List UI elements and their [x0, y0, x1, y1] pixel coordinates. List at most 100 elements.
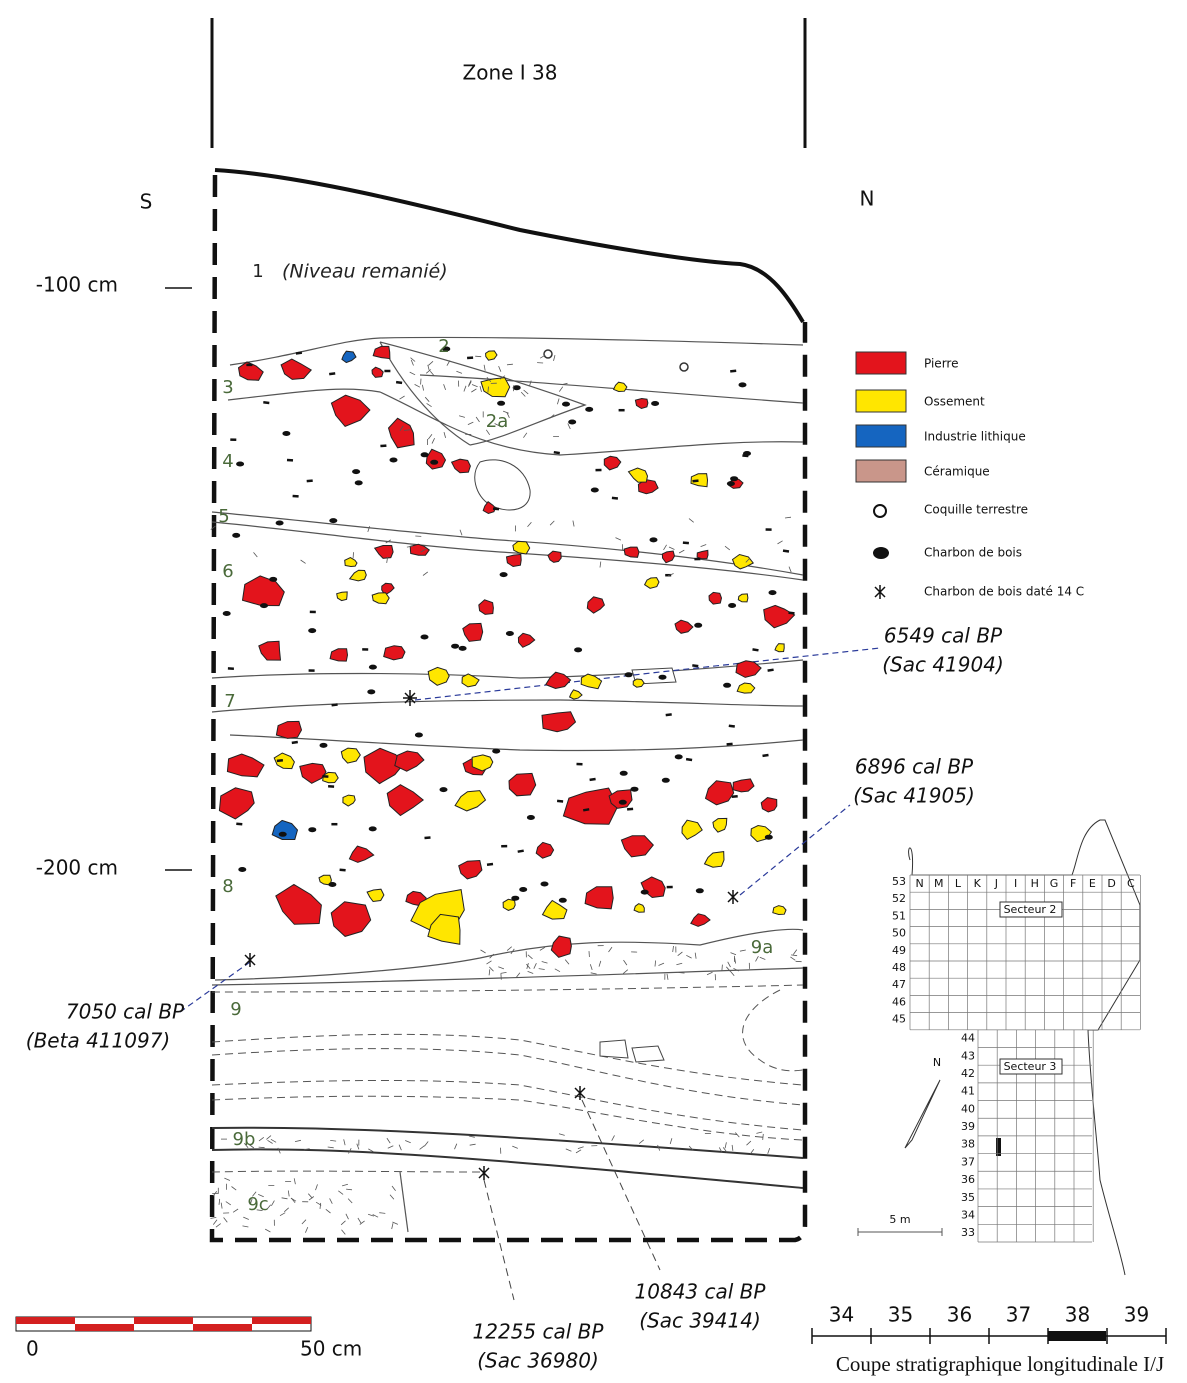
charcoal	[558, 897, 567, 903]
layer-boundary	[211, 1170, 481, 1173]
hatch	[724, 545, 731, 551]
stone	[275, 720, 303, 739]
legend-swatch	[855, 459, 907, 483]
scale-bar-segment	[252, 1317, 311, 1324]
charcoal	[331, 703, 338, 707]
stone	[237, 361, 264, 381]
hatch	[762, 1133, 764, 1140]
hatch	[527, 971, 534, 974]
hatch	[791, 954, 798, 957]
hatch	[405, 1140, 411, 1144]
hatch	[520, 391, 526, 397]
hatch	[300, 559, 306, 564]
charcoal	[585, 406, 594, 412]
charcoal	[723, 682, 732, 688]
charcoal	[442, 346, 451, 352]
map-row: 50	[892, 927, 906, 940]
charcoal	[630, 786, 639, 792]
charcoal	[618, 799, 627, 805]
hatch	[502, 410, 509, 414]
map-column: I	[1014, 877, 1017, 890]
hatch	[443, 431, 446, 439]
bone	[366, 888, 385, 903]
hatch	[523, 432, 528, 438]
charcoal	[767, 668, 774, 672]
legend-swatch	[855, 389, 907, 413]
bone	[541, 899, 568, 920]
hatch	[341, 1183, 349, 1187]
hatch	[265, 1228, 271, 1233]
hatch	[667, 573, 674, 577]
hatch	[218, 1198, 221, 1205]
hatch	[483, 364, 486, 371]
charcoal	[728, 603, 737, 608]
hatch	[468, 1135, 475, 1138]
charcoal	[692, 664, 699, 668]
charcoal	[451, 643, 460, 649]
hatch	[734, 1132, 740, 1138]
hatch	[346, 1188, 353, 1191]
map-row: 33	[961, 1226, 975, 1239]
bone	[632, 678, 645, 688]
hatch	[678, 972, 685, 974]
layer-label: 2	[438, 336, 449, 357]
hatch	[727, 961, 731, 968]
hatch	[479, 385, 482, 393]
hatch	[308, 1196, 315, 1201]
hatch	[427, 434, 433, 440]
hatch	[558, 1133, 565, 1136]
hatch	[258, 1194, 264, 1198]
hatch	[294, 1139, 301, 1142]
hatch	[414, 384, 421, 388]
stone	[696, 549, 709, 560]
hatch	[468, 381, 472, 387]
date-leader	[739, 804, 851, 896]
hatch	[293, 1178, 296, 1185]
map-row: 51	[892, 909, 906, 922]
bone	[273, 752, 295, 770]
hatch	[523, 389, 529, 395]
charcoal	[556, 799, 564, 803]
legend-label: Céramique	[924, 465, 990, 479]
layer-boundary	[229, 734, 804, 752]
hatch	[669, 1138, 673, 1145]
hatch	[767, 1147, 771, 1154]
layer-boundary	[211, 967, 804, 986]
hatch	[564, 959, 570, 965]
hatch	[611, 1135, 615, 1141]
hatch	[488, 969, 491, 976]
charcoal	[263, 401, 270, 405]
charcoal	[232, 532, 241, 538]
charcoal	[611, 496, 619, 500]
charcoal	[295, 351, 303, 355]
asterisk	[478, 1166, 490, 1180]
hatch	[428, 361, 434, 366]
stone	[508, 772, 537, 797]
layer-label: 4	[222, 451, 233, 472]
hatch	[220, 1202, 223, 1209]
stone	[674, 619, 694, 634]
charcoal	[768, 590, 777, 596]
hatch	[266, 1204, 272, 1210]
hatch	[672, 945, 674, 953]
layer-label: 9b	[233, 1129, 256, 1150]
hatch	[243, 1142, 249, 1149]
asterisk	[403, 690, 417, 706]
map-row: 39	[961, 1120, 975, 1133]
scale-bar-segment	[193, 1324, 252, 1331]
layer-boundary	[419, 374, 804, 404]
hatch	[463, 385, 467, 392]
charcoal	[492, 507, 500, 511]
charcoal	[649, 537, 658, 543]
hatch	[359, 1220, 365, 1225]
hatch	[589, 964, 593, 971]
stone	[544, 671, 572, 690]
hatch	[243, 1216, 249, 1220]
charcoal	[367, 689, 376, 695]
charcoal	[661, 777, 670, 783]
legend-label: Charbon de bois daté 14 C	[924, 585, 1084, 599]
charcoal	[553, 450, 560, 455]
charcoal	[665, 713, 672, 717]
scale-start: 0	[26, 1337, 39, 1361]
stone	[637, 478, 659, 495]
